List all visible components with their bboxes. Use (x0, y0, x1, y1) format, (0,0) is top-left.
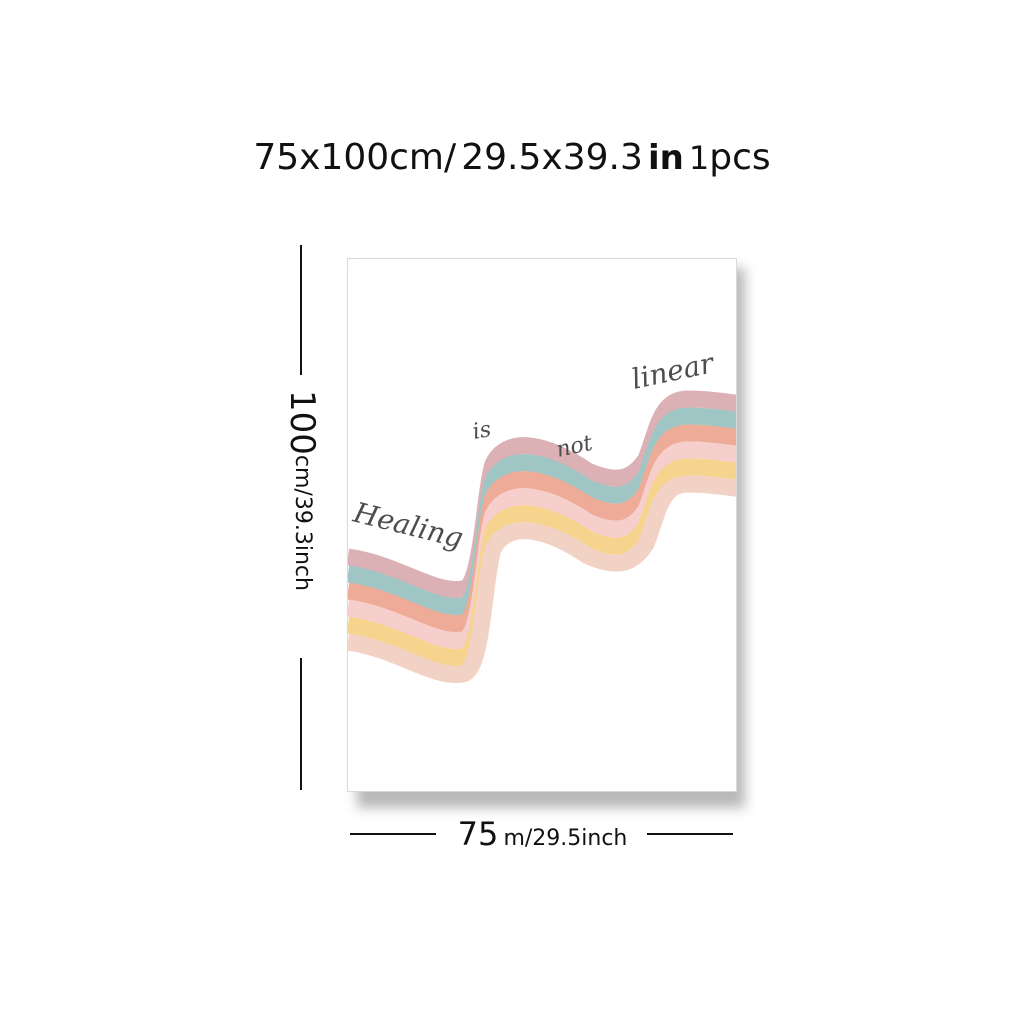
width-number: 75 (457, 815, 499, 853)
size-title-part: in (647, 138, 684, 178)
height-number: 100 (282, 390, 322, 455)
width-dimension-line-left (350, 833, 436, 835)
rainbow-band (348, 441, 736, 650)
width-unit: m/29.5inch (503, 826, 628, 851)
size-title-part: pcs (709, 137, 771, 178)
size-title: 75x100cm/ 29.5x39.3 in 1pcs (0, 140, 1024, 176)
size-title-part: 29.5 (461, 137, 542, 178)
rainbow-band (348, 390, 736, 599)
height-dimension-line-bottom (300, 658, 302, 790)
size-title-part: 1 (688, 139, 710, 177)
script-word: not (554, 431, 595, 463)
size-title-part: x100cm/ (299, 137, 457, 178)
height-dimension-label: 100cm/39.3inch (282, 390, 322, 610)
rainbow-band (348, 475, 736, 684)
rainbow-band (348, 458, 736, 667)
script-word: Healing (349, 496, 466, 555)
size-title-part: 75 (253, 137, 300, 178)
script-word: linear (629, 346, 718, 396)
height-unit: cm/39.3inch (290, 454, 315, 591)
rainbow-wave-artwork: Healing is not linear (348, 346, 736, 684)
poster-canvas: Healing is not linear (347, 258, 737, 792)
rainbow-band (348, 424, 736, 633)
width-dimension-line-right (647, 833, 733, 835)
width-dimension-label: 75 m/29.5inch (440, 814, 645, 860)
script-word: is (471, 417, 493, 445)
size-title-part: x (541, 137, 563, 178)
size-title-part: 39.3 (562, 137, 643, 178)
rainbow-band (348, 407, 736, 616)
height-dimension-line-top (300, 245, 302, 375)
